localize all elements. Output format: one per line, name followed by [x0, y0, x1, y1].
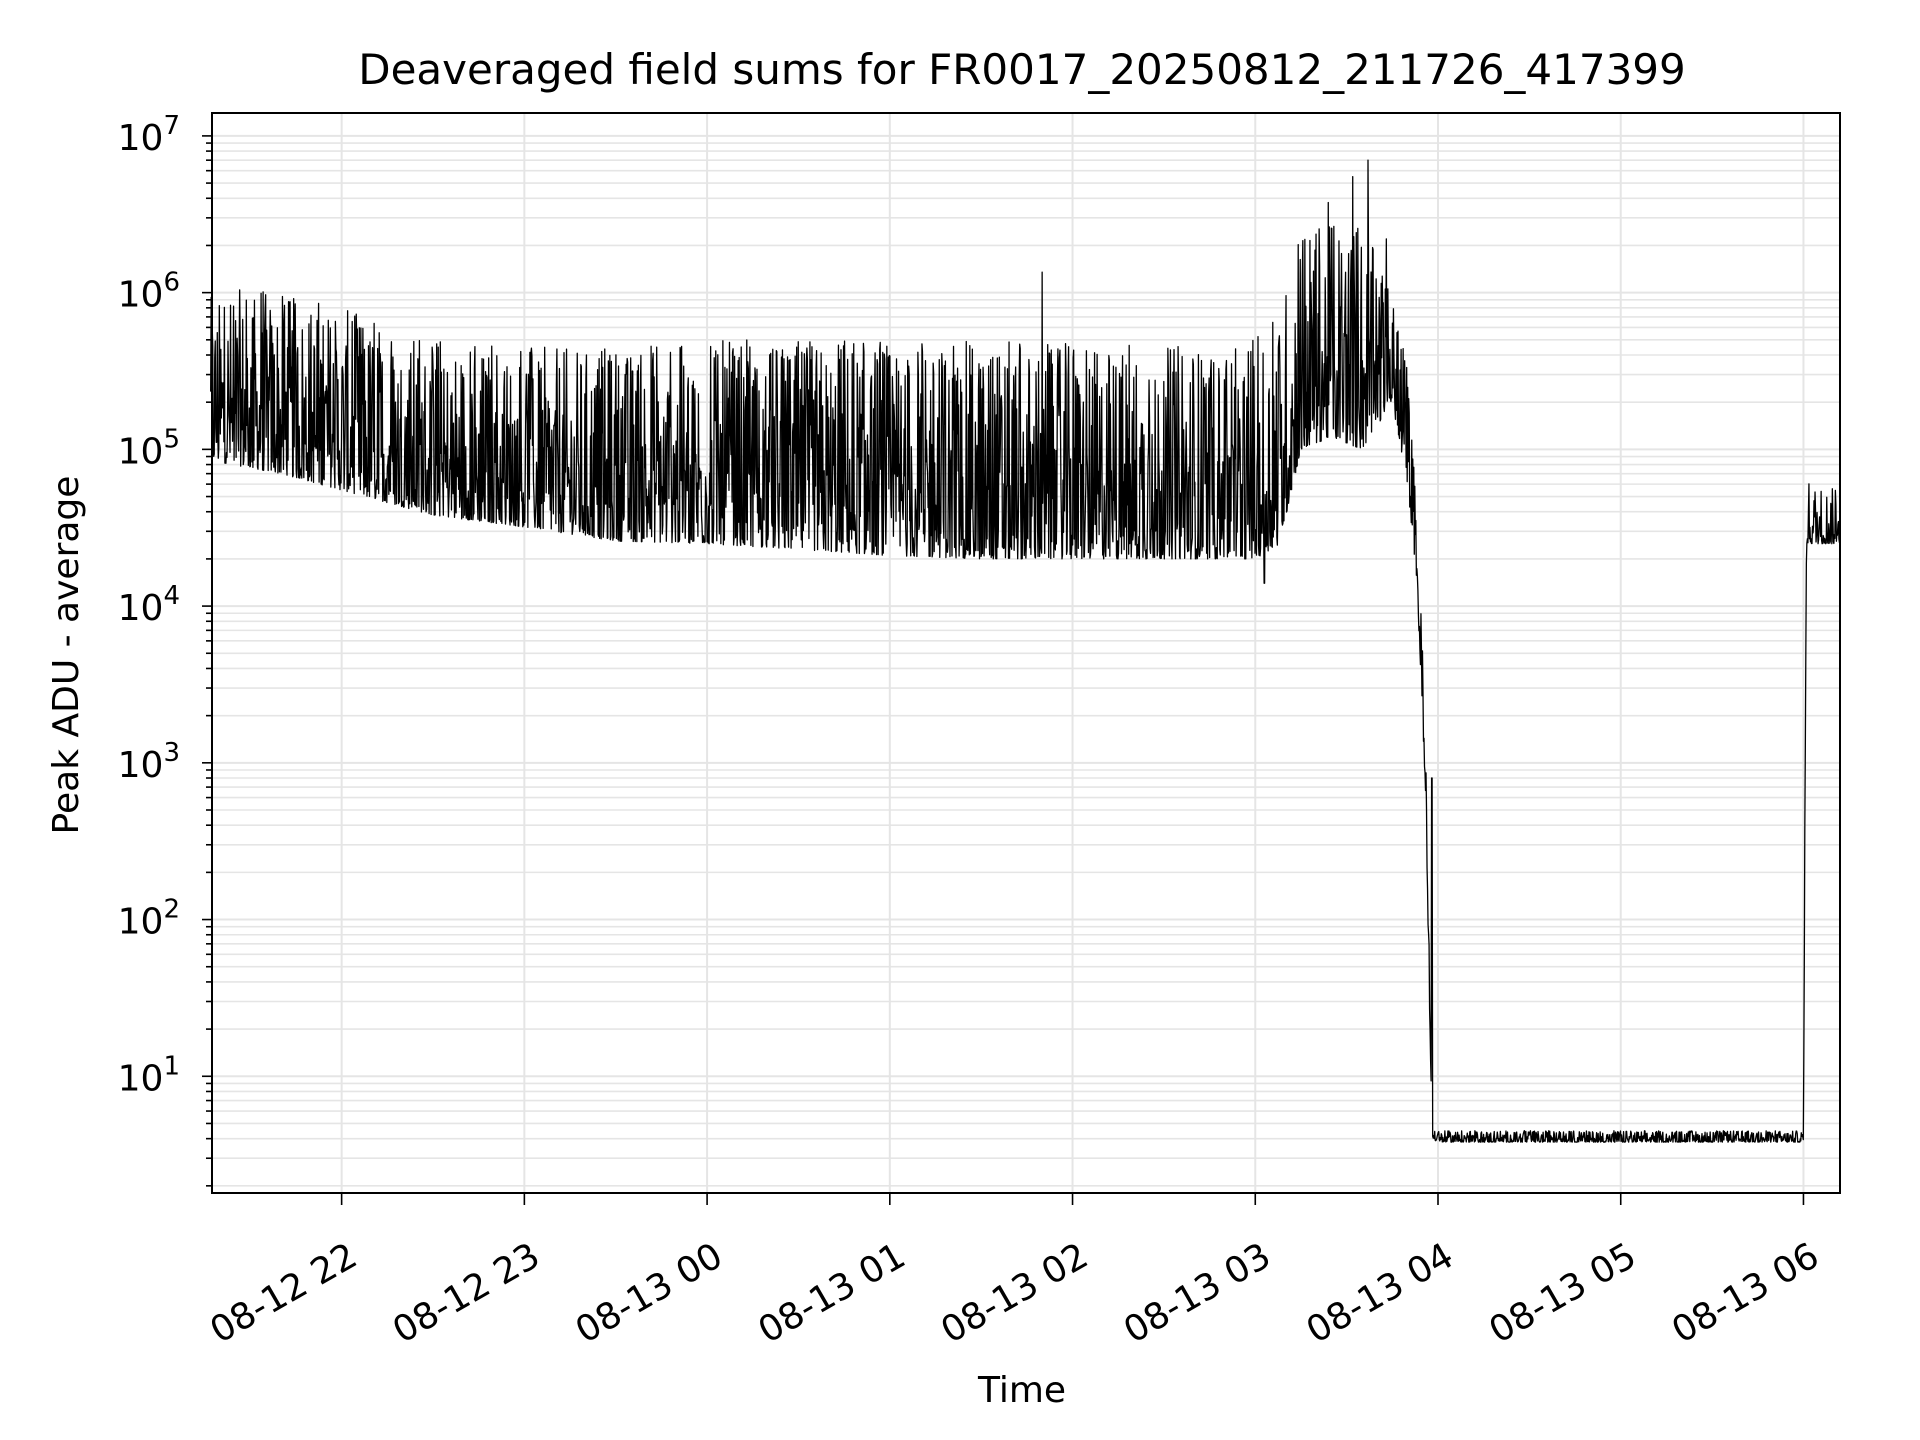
- x-axis-label: Time: [977, 1370, 1066, 1411]
- y-tick-label: 101: [118, 1051, 180, 1099]
- y-tick-label: 102: [118, 895, 180, 943]
- series-trace: [210, 159, 1841, 1143]
- y-tick-label: 106: [118, 268, 180, 316]
- y-tick-label: 105: [118, 424, 180, 472]
- grid: [212, 113, 1840, 1193]
- y-tick-label: 107: [118, 111, 180, 159]
- chart-title: Deaveraged field sums for FR0017_2025081…: [358, 45, 1686, 94]
- y-axis: 101 102 103 104 105 106 107: [118, 111, 212, 1187]
- series-line: [210, 159, 1841, 1143]
- y-tick-label: 104: [118, 581, 180, 629]
- y-axis-label: Peak ADU - average: [46, 476, 87, 835]
- y-tick-label: 103: [118, 738, 180, 786]
